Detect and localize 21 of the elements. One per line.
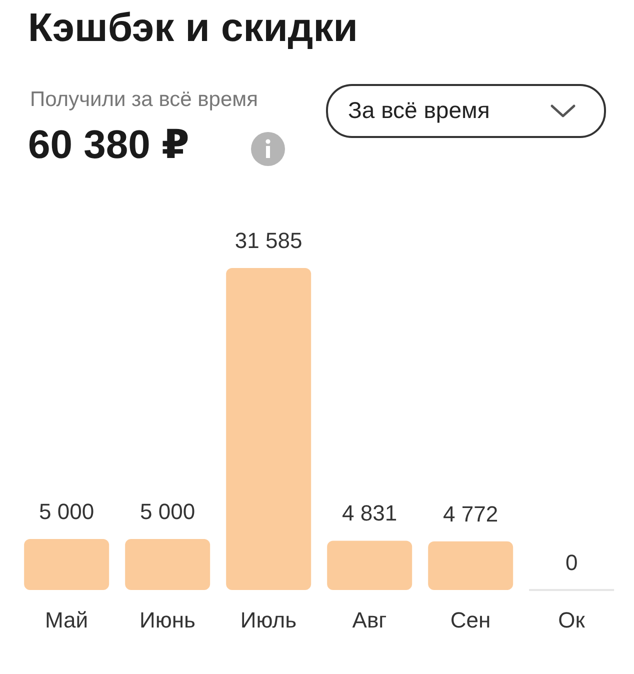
x-tick-label: Авг	[352, 608, 387, 633]
data-label: 31 585	[234, 228, 302, 253]
x-tick-label: Ок	[558, 608, 586, 633]
text: 60 380 ₽	[28, 122, 190, 168]
period-dropdown: За всё время	[326, 84, 606, 138]
data-label: 5 000	[39, 499, 94, 524]
x-tick-label: Май	[44, 608, 88, 633]
data-label: 5 000	[140, 499, 196, 524]
x-tick-label: Сен	[450, 608, 491, 633]
data-label: 0	[565, 550, 578, 575]
x-tick-label: Июль	[240, 608, 297, 633]
data-label: 4 831	[342, 500, 398, 526]
x-tick-label: Июнь	[140, 608, 196, 633]
bar	[327, 540, 412, 590]
bar	[428, 541, 514, 590]
bar	[125, 539, 210, 590]
chart-title: Кэшбэк и скидки	[28, 6, 358, 51]
data-label: 4 772	[443, 501, 498, 526]
chart-subtitle: Получили за всё время	[30, 88, 258, 112]
bar	[226, 268, 312, 590]
bar	[24, 539, 110, 590]
